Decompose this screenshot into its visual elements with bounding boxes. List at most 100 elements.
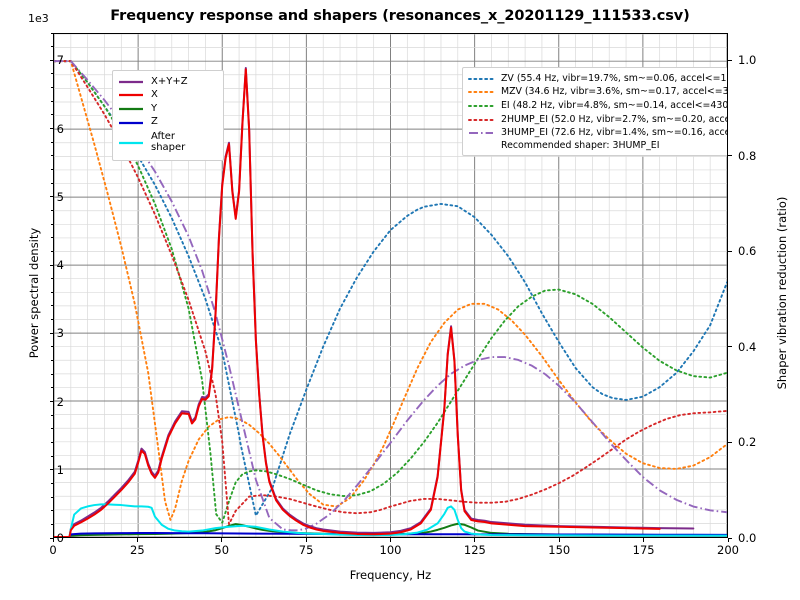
legend-label-ei: EI (48.2 Hz, vibr=4.8%, sm~=0.14, accel<… <box>501 100 728 112</box>
curve-2hump_ei <box>54 60 727 526</box>
ytick-left-5: 5 <box>56 189 64 204</box>
legend-label-3hump_ei: 3HUMP_EI (72.6 Hz, vibr=1.4%, sm~=0.16, … <box>501 127 727 139</box>
tick-mark <box>51 250 53 252</box>
legend-swatch-zv <box>468 73 494 85</box>
ytick-left-7: 7 <box>56 53 64 68</box>
legend-item-x[interactable]: X <box>118 89 217 103</box>
tick-mark <box>51 141 53 143</box>
tick-mark <box>51 523 53 525</box>
tick-mark <box>51 387 53 389</box>
tick-mark <box>51 209 53 211</box>
legend-label-zv: ZV (55.4 Hz, vibr=19.7%, sm~=0.06, accel… <box>501 72 727 84</box>
x-axis-label: Frequency, Hz <box>349 568 432 582</box>
tick-mark <box>51 237 53 239</box>
ytick-left-6: 6 <box>56 121 64 136</box>
tick-mark <box>474 538 476 542</box>
xtick-175: 175 <box>632 543 655 557</box>
tick-mark <box>49 196 53 198</box>
tick-mark <box>49 401 53 402</box>
tick-mark <box>51 455 53 457</box>
y-axis-label-right: Shaper vibration reduction (ratio) <box>775 196 789 390</box>
tick-mark <box>558 538 560 542</box>
legend-axes[interactable]: X+Y+Z X Y Z After shaper <box>112 70 224 162</box>
legend-label-2hump_ei: 2HUMP_EI (52.0 Hz, vibr=2.7%, sm~=0.20, … <box>501 113 727 125</box>
legend-swatch-after-shaper <box>118 137 144 149</box>
y-axis-exponent-label: 1e3 <box>28 12 49 25</box>
ytick-left-0: 0 <box>56 531 64 545</box>
tick-mark <box>728 250 732 252</box>
ytick-right-0: 0.0 <box>738 531 757 545</box>
tick-mark <box>51 32 53 34</box>
tick-mark <box>49 128 53 130</box>
curve-zv <box>54 60 727 517</box>
tick-mark <box>51 428 53 430</box>
tick-mark <box>643 538 645 542</box>
legend-label-mzv: MZV (34.6 Hz, vibr=3.6%, sm~=0.17, accel… <box>501 86 728 98</box>
tick-mark <box>51 155 53 157</box>
legend-item-3hump_ei[interactable]: 3HUMP_EI (72.6 Hz, vibr=1.4%, sm~=0.16, … <box>468 126 727 140</box>
recommended-shaper-note: Recommended shaper: 3HUMP_EI <box>501 139 660 151</box>
xtick-100: 100 <box>379 543 402 557</box>
tick-mark <box>51 114 53 116</box>
ytick-right-5: 1.0 <box>738 53 757 68</box>
ytick-left-4: 4 <box>56 258 64 273</box>
tick-mark <box>728 155 732 157</box>
curve-3hump_ei <box>54 60 727 532</box>
tick-mark <box>51 510 53 512</box>
tick-mark <box>51 305 53 307</box>
tick-mark <box>51 291 53 293</box>
legend-swatch-3hump_ei <box>468 127 494 139</box>
legend-label-x-y-z: X+Y+Z <box>151 75 188 87</box>
curve-after-shaper <box>54 503 727 537</box>
legend-swatch-mzv <box>468 86 494 98</box>
tick-mark <box>51 373 53 375</box>
xtick-25: 25 <box>130 543 145 557</box>
legend-swatch-2hump_ei <box>468 114 494 126</box>
tick-mark <box>51 100 53 102</box>
legend-item-ei[interactable]: EI (48.2 Hz, vibr=4.8%, sm~=0.14, accel<… <box>468 99 728 113</box>
tick-mark <box>49 59 53 61</box>
ytick-left-1: 1 <box>56 462 64 477</box>
tick-mark <box>51 46 53 48</box>
tick-mark <box>728 441 732 443</box>
ytick-right-1: 0.2 <box>738 435 757 450</box>
legend-swatch-x-y-z <box>118 76 144 88</box>
tick-mark <box>49 537 53 539</box>
tick-mark <box>136 538 138 542</box>
ytick-right-3: 0.6 <box>738 244 757 259</box>
tick-mark <box>221 538 223 542</box>
xtick-50: 50 <box>214 543 230 557</box>
tick-mark <box>728 537 732 539</box>
legend-item-2hump_ei[interactable]: 2HUMP_EI (52.0 Hz, vibr=2.7%, sm~=0.20, … <box>468 113 727 127</box>
tick-mark <box>51 87 53 89</box>
tick-mark <box>51 346 53 348</box>
tick-mark <box>728 346 732 348</box>
xtick-0: 0 <box>49 543 57 557</box>
legend-item-x-y-z[interactable]: X+Y+Z <box>118 75 217 89</box>
xtick-150: 150 <box>548 543 571 557</box>
xtick-125: 125 <box>463 543 486 557</box>
tick-mark <box>52 538 54 542</box>
legend-swatch-y <box>118 103 144 115</box>
legend-item-zv[interactable]: ZV (55.4 Hz, vibr=19.7%, sm~=0.06, accel… <box>468 72 727 86</box>
legend-item-y[interactable]: Y <box>118 102 217 116</box>
legend-label-y: Y <box>151 102 158 114</box>
tick-mark <box>727 538 729 542</box>
tick-mark <box>49 264 53 266</box>
tick-mark <box>51 482 53 484</box>
xtick-75: 75 <box>298 543 314 557</box>
ytick-left-3: 3 <box>56 326 64 341</box>
tick-mark <box>49 469 53 471</box>
legend-item-mzv[interactable]: MZV (34.6 Hz, vibr=3.6%, sm~=0.17, accel… <box>468 86 728 100</box>
tick-mark <box>51 319 53 321</box>
legend-item-after-shaper[interactable]: After shaper <box>118 129 217 156</box>
legend-item-z[interactable]: Z <box>118 116 217 130</box>
legend-label-z: Z <box>151 116 158 128</box>
ytick-right-4: 0.8 <box>738 148 757 163</box>
tick-mark <box>51 223 53 225</box>
curve-x <box>54 68 661 537</box>
legend-label-x: X <box>151 89 158 101</box>
tick-mark <box>51 278 53 280</box>
legend-shapers[interactable]: ZV (55.4 Hz, vibr=19.7%, sm~=0.06, accel… <box>462 67 728 156</box>
